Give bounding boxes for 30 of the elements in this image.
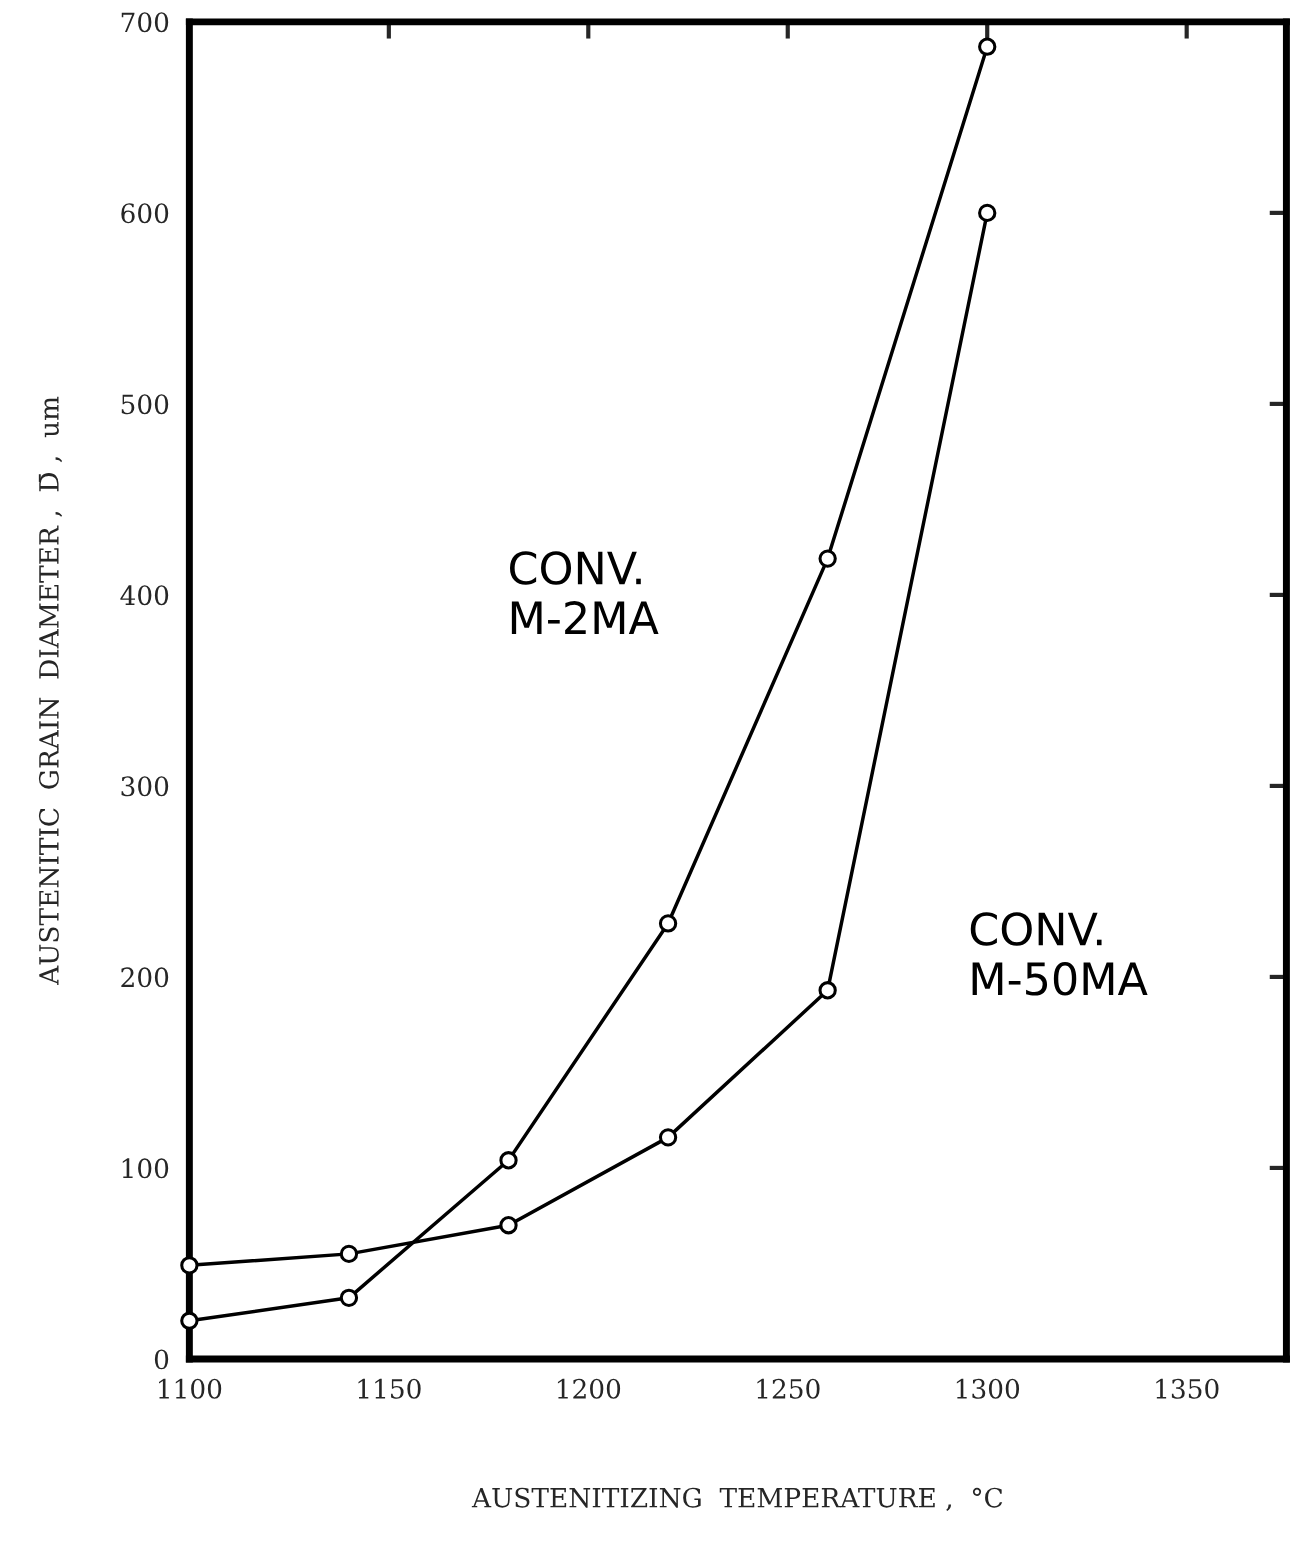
- point: [499, 1216, 518, 1235]
- point: [818, 981, 837, 1000]
- point: [499, 1151, 518, 1170]
- point: [978, 37, 997, 56]
- point: [180, 1311, 199, 1330]
- x-tick-label: 1150: [358, 1378, 421, 1399]
- y-tick-label: 400: [120, 585, 169, 606]
- point: [818, 549, 837, 568]
- y-tick-label: 100: [122, 1158, 169, 1179]
- text: CONV. M-2MA: [510, 551, 659, 634]
- y-tick-label: 500: [121, 394, 169, 415]
- y-tick-label: 600: [121, 203, 169, 224]
- y-tick-label: 0: [154, 1349, 169, 1370]
- text: CONV. M-50MA: [970, 912, 1148, 996]
- point: [180, 1256, 199, 1275]
- y-tick-label: 700: [121, 12, 169, 33]
- point: [658, 1128, 678, 1147]
- point: [339, 1244, 359, 1264]
- x-tick-label: 1250: [757, 1378, 820, 1399]
- x-tick-label: 1200: [557, 1378, 621, 1399]
- x-tick-label: 1350: [1156, 1378, 1219, 1399]
- x-axis-title: AUSTENITIZING TEMPERATURE , °C: [471, 1487, 1003, 1511]
- y-axis-title: AUSTENITIC GRAIN DIAMETER , D̄ , um: [38, 396, 63, 986]
- point: [339, 1288, 359, 1307]
- point: [658, 914, 678, 933]
- x-tick-label: 1100: [159, 1378, 222, 1399]
- point: [978, 203, 997, 223]
- y-tick-label: 300: [121, 776, 169, 797]
- y-tick-label: 200: [121, 967, 169, 988]
- x-tick-label: 1300: [956, 1378, 1020, 1399]
